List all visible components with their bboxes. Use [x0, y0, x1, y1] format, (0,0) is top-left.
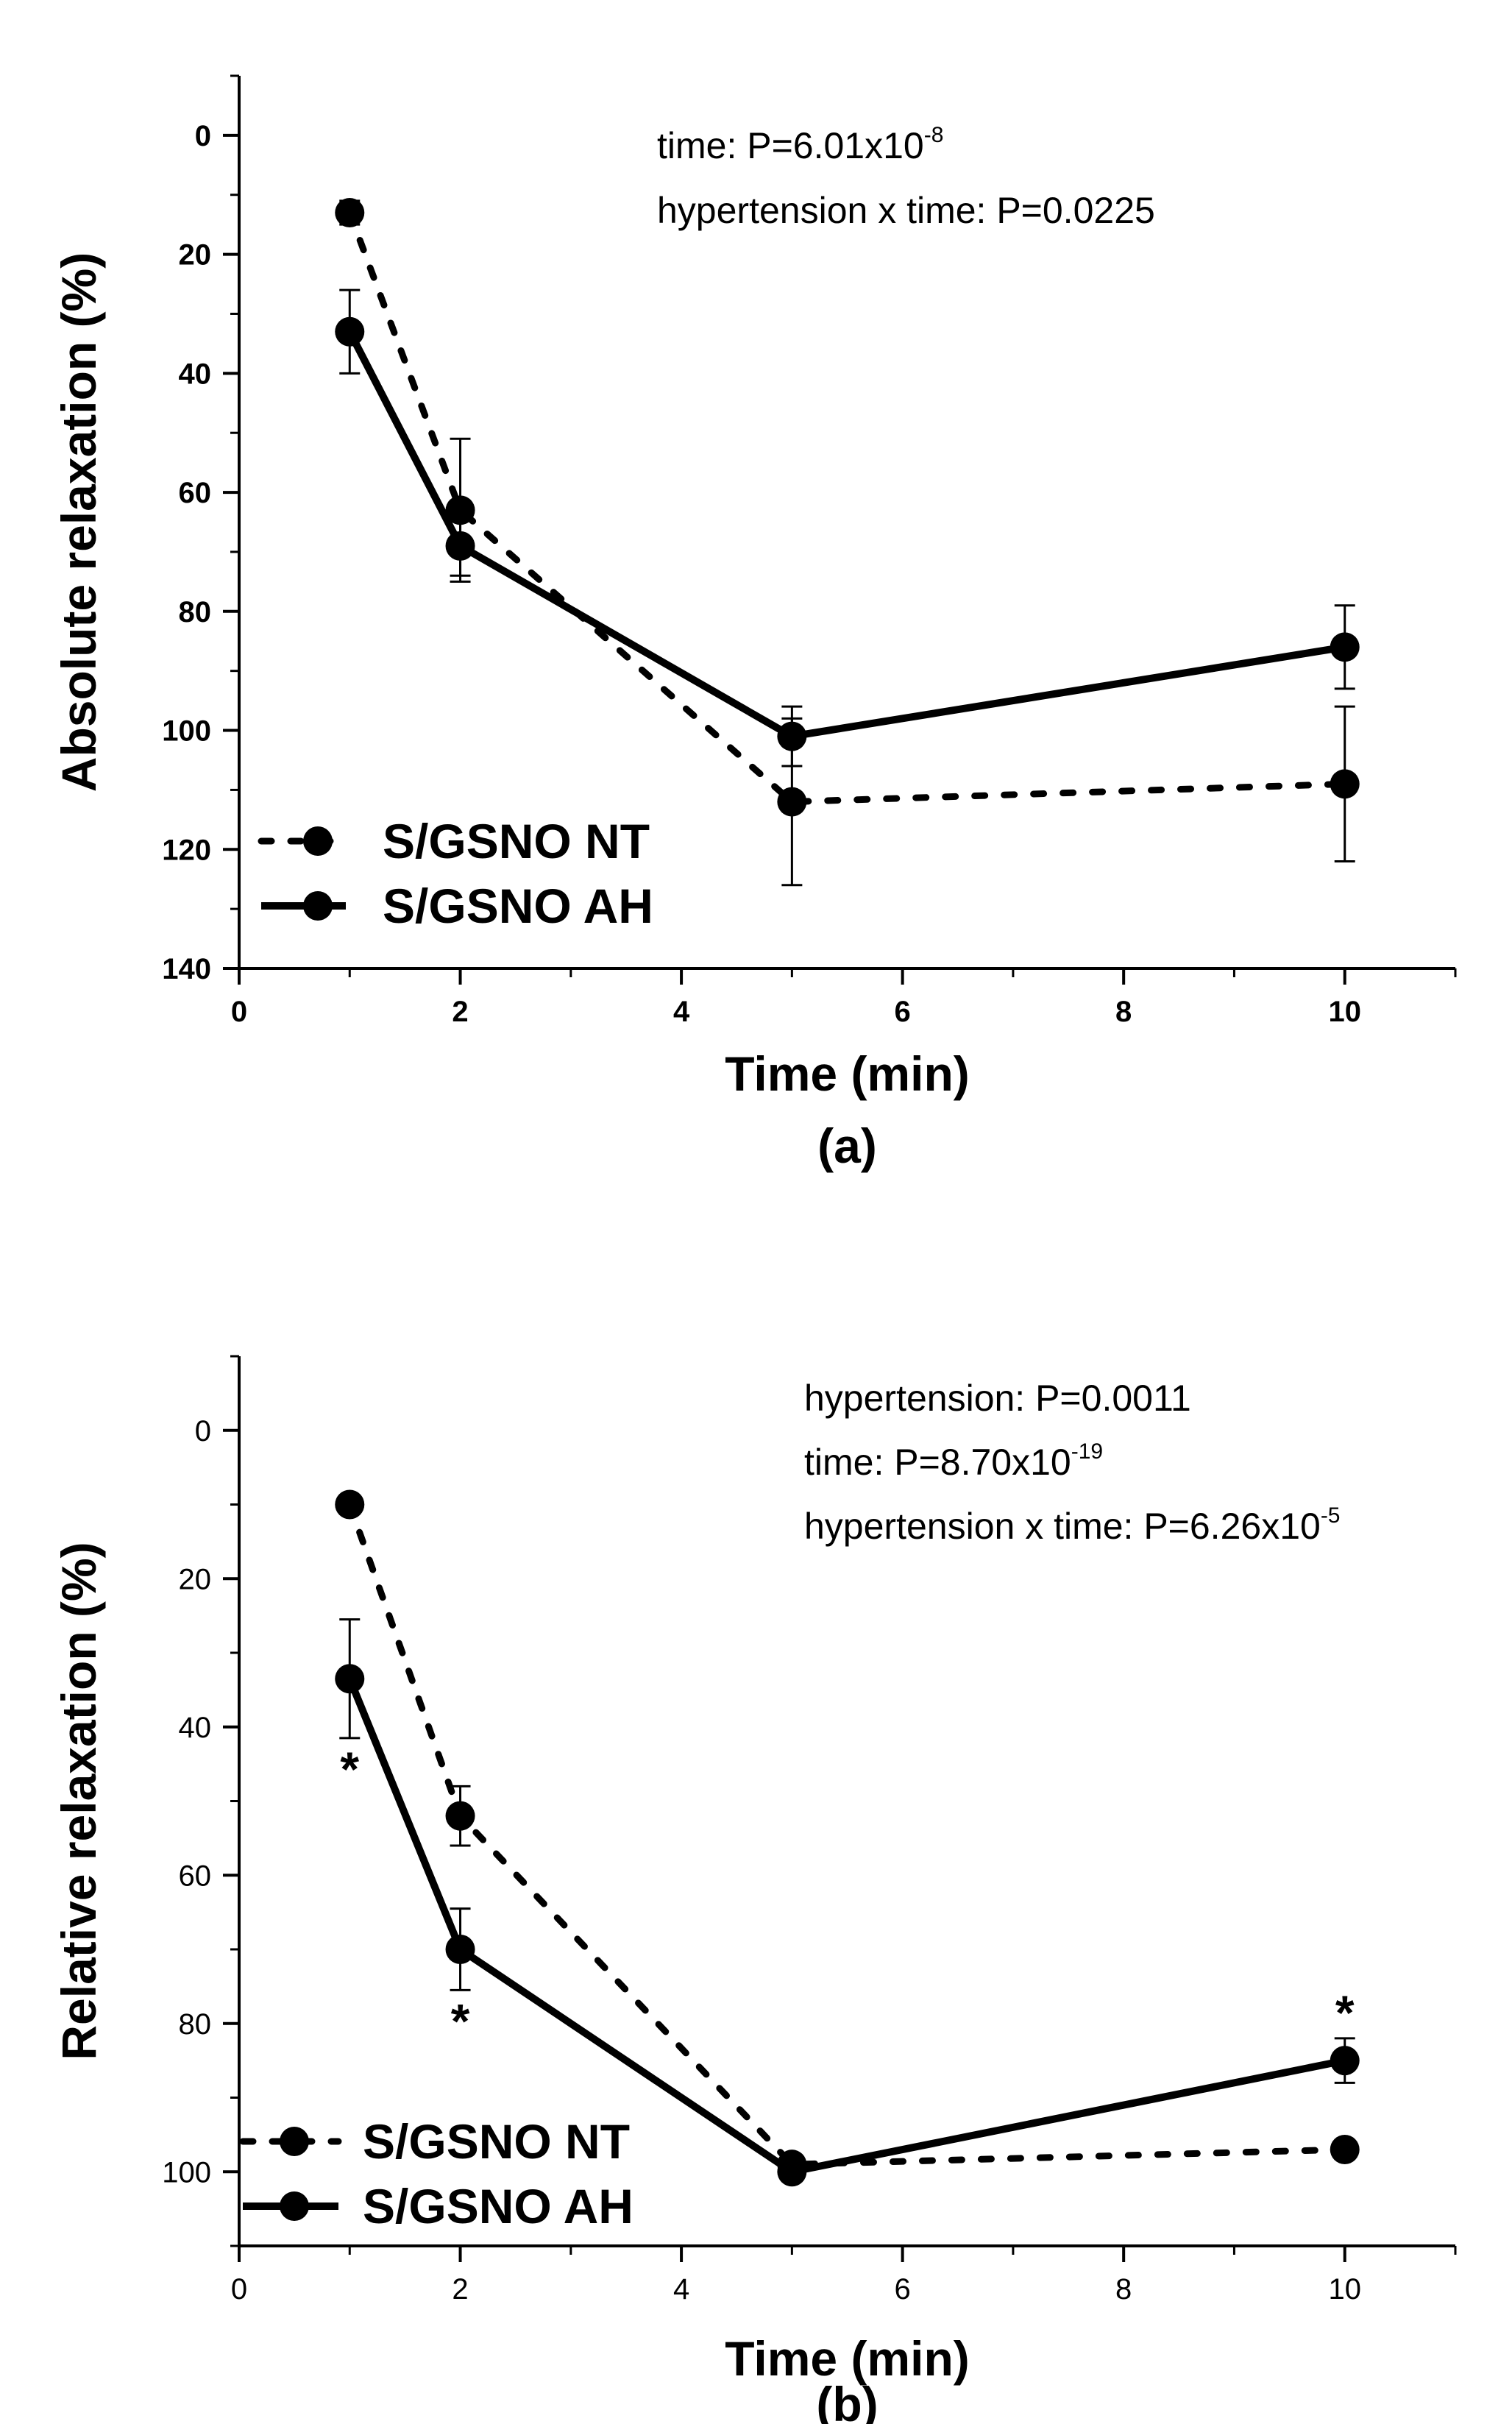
significance-star: * [1335, 1985, 1355, 2040]
data-point [335, 197, 365, 227]
y-tick-label: 0 [195, 120, 211, 152]
stats-annotation: time: P=6.01x10-8 [657, 123, 943, 166]
legend-marker [303, 891, 333, 921]
x-tick-label: 4 [673, 996, 690, 1028]
data-point [445, 495, 475, 525]
data-point [1330, 769, 1360, 799]
y-tick-label: 40 [179, 358, 212, 390]
y-axis-title: Absolute relaxation (%) [52, 252, 106, 792]
x-tick-label: 6 [895, 2273, 911, 2306]
x-axis-title: Time (min) [725, 1046, 969, 1101]
series-line [346, 1501, 1349, 2168]
x-tick-label: 2 [452, 996, 468, 1028]
significance-star: * [340, 1742, 359, 1796]
y-tick-label: 100 [162, 2156, 211, 2189]
legend-label: S/GSNO NT [383, 814, 650, 868]
data-point [335, 1664, 365, 1694]
legend-marker [280, 2127, 309, 2156]
y-tick-label: 60 [179, 477, 212, 509]
y-tick-label: 20 [179, 239, 212, 272]
legend-label: S/GSNO NT [363, 2114, 630, 2169]
data-point [335, 1489, 365, 1520]
legend-label: S/GSNO AH [383, 879, 653, 933]
stats-annotation: hypertension x time: P=6.26x10-5 [804, 1503, 1341, 1547]
series-line [346, 209, 1349, 806]
stats-annotation: hypertension x time: P=0.0225 [657, 190, 1155, 231]
x-tick-label: 2 [452, 2273, 468, 2306]
stats-annotation: hypertension: P=0.0011 [804, 1378, 1191, 1419]
y-tick-label: 40 [179, 1712, 212, 1744]
x-tick-label: 8 [1115, 996, 1132, 1028]
data-point [777, 721, 807, 751]
panel-label: (a) [817, 1119, 877, 1173]
x-tick-label: 10 [1328, 2273, 1361, 2306]
series-line [346, 1677, 1346, 2176]
x-tick-label: 8 [1115, 2273, 1132, 2306]
legend-marker [303, 826, 333, 856]
data-point [777, 787, 807, 817]
y-tick-label: 100 [162, 715, 211, 748]
y-tick-label: 120 [162, 834, 211, 866]
data-point [1330, 2135, 1360, 2165]
data-point [1330, 632, 1360, 662]
stats-annotation-text: hypertension x time: P=0.0225 [657, 190, 1155, 231]
y-axis-title: Relative relaxation (%) [52, 1542, 106, 2060]
x-tick-label: 0 [231, 996, 247, 1028]
x-tick-label: 6 [895, 996, 911, 1028]
data-point [335, 316, 365, 347]
y-tick-label: 20 [179, 1563, 212, 1595]
x-tick-label: 0 [231, 2273, 247, 2306]
data-point [445, 531, 475, 561]
data-point [445, 1935, 475, 1964]
series-line [346, 330, 1346, 740]
data-point [445, 1801, 475, 1831]
stats-annotation-text: hypertension x time: P=6.26x10 [804, 1506, 1321, 1547]
stats-annotation-text: time: P=6.01x10 [657, 125, 924, 166]
y-tick-label: 80 [179, 596, 212, 628]
data-point [1330, 2046, 1360, 2076]
x-tick-label: 10 [1328, 996, 1361, 1028]
x-axis-title: Time (min) [725, 2331, 969, 2386]
legend-label: S/GSNO AH [363, 2179, 633, 2233]
stats-annotation-exponent: -8 [924, 123, 944, 147]
stats-annotation-exponent: -5 [1321, 1503, 1341, 1528]
data-point [777, 2157, 807, 2187]
significance-star: * [451, 1994, 470, 2048]
y-tick-label: 0 [195, 1415, 211, 1447]
stats-annotation: time: P=8.70x10-19 [804, 1439, 1103, 1483]
legend-marker [280, 2191, 309, 2221]
y-tick-label: 80 [179, 2008, 212, 2041]
stats-annotation-text: hypertension: P=0.0011 [804, 1378, 1191, 1419]
y-tick-label: 60 [179, 1860, 212, 1892]
stats-annotation-exponent: -19 [1071, 1439, 1103, 1464]
x-tick-label: 4 [673, 2273, 689, 2306]
stats-annotation-text: time: P=8.70x10 [804, 1442, 1071, 1483]
y-tick-label: 140 [162, 953, 211, 985]
panel-label: (b) [816, 2377, 878, 2424]
